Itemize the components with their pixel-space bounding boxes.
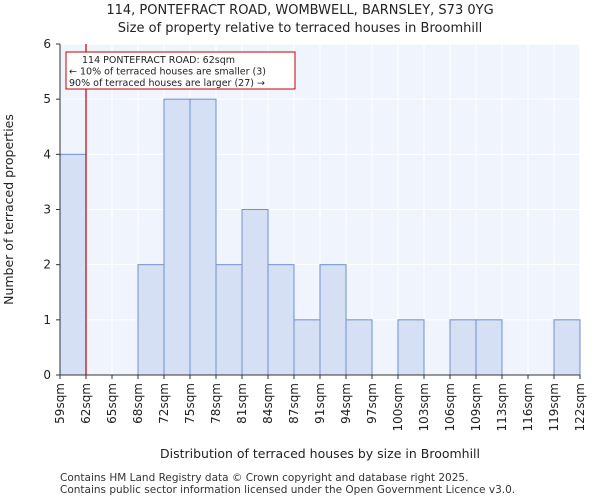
y-tick-label: 6 xyxy=(43,37,51,51)
bar xyxy=(345,319,373,376)
x-tick-label: 100sqm xyxy=(391,383,405,431)
x-tick-label: 113sqm xyxy=(495,383,509,431)
y-tick-label: 4 xyxy=(43,147,51,161)
x-tick-label: 78sqm xyxy=(209,383,223,424)
x-tick-label: 62sqm xyxy=(79,383,93,424)
x-tick-label: 116sqm xyxy=(521,383,535,431)
bar xyxy=(553,319,581,376)
y-tick-label: 3 xyxy=(43,203,51,217)
bar xyxy=(319,264,347,376)
footer-line-2: Contains public sector information licen… xyxy=(60,484,516,496)
bar xyxy=(137,264,165,376)
x-tick-label: 75sqm xyxy=(183,383,197,424)
x-tick-label: 103sqm xyxy=(417,383,431,431)
y-tick-label: 5 xyxy=(43,92,51,106)
annotation-larger: 90% of terraced houses are larger (27) → xyxy=(69,78,265,89)
bar xyxy=(189,98,217,376)
x-tick-label: 119sqm xyxy=(547,383,561,431)
x-tick-label: 94sqm xyxy=(339,383,353,424)
x-tick-label: 84sqm xyxy=(261,383,275,424)
y-tick-label: 0 xyxy=(43,368,51,382)
x-tick-label: 97sqm xyxy=(365,383,379,424)
y-tick-label: 2 xyxy=(43,258,51,272)
x-tick-label: 68sqm xyxy=(131,383,145,424)
y-axis-title: Number of terraced properties xyxy=(1,114,16,305)
x-axis-title: Distribution of terraced houses by size … xyxy=(160,446,480,461)
footer-line-1: Contains HM Land Registry data © Crown c… xyxy=(60,472,469,484)
annotation-smaller: ← 10% of terraced houses are smaller (3) xyxy=(69,67,266,78)
annotation-box xyxy=(65,51,296,90)
bar xyxy=(59,153,87,376)
x-tick-label: 72sqm xyxy=(157,383,171,424)
bar xyxy=(241,209,269,376)
x-tick-label: 81sqm xyxy=(235,383,249,424)
chart-subtitle: Size of property relative to terraced ho… xyxy=(117,21,483,36)
bar xyxy=(163,98,191,376)
chart-title: 114, PONTEFRACT ROAD, WOMBWELL, BARNSLEY… xyxy=(106,3,494,18)
x-tick-label: 91sqm xyxy=(313,383,327,424)
bar xyxy=(397,319,425,376)
x-tick-label: 87sqm xyxy=(287,383,301,424)
bar xyxy=(475,319,503,376)
y-tick-label: 1 xyxy=(43,313,51,327)
x-tick-label: 59sqm xyxy=(53,383,67,424)
bar xyxy=(267,264,295,376)
annotation-title: 114 PONTEFRACT ROAD: 62sqm xyxy=(82,55,235,66)
x-tick-label: 122sqm xyxy=(573,383,587,431)
bar xyxy=(449,319,477,376)
x-tick-label: 106sqm xyxy=(443,383,457,431)
bar xyxy=(293,319,321,376)
x-tick-label: 65sqm xyxy=(105,383,119,424)
x-tick-label: 109sqm xyxy=(469,383,483,431)
bar xyxy=(215,264,243,376)
